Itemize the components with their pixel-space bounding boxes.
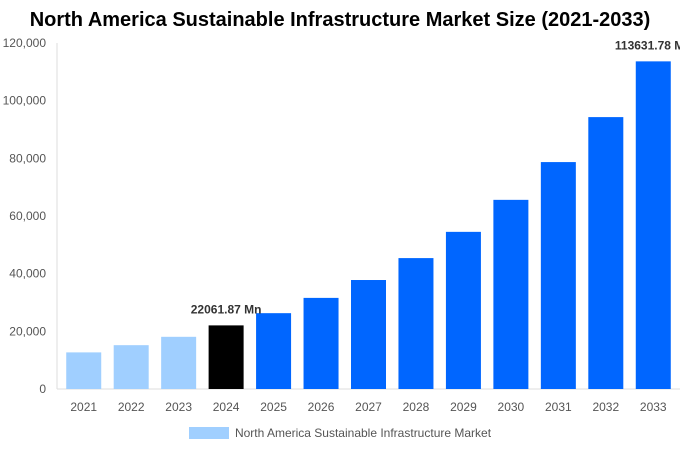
bar-2029 [445,231,481,389]
bar-2032 [588,117,624,389]
bar-2030 [493,199,529,389]
x-tick-label: 2030 [498,400,525,414]
bar-2021 [66,352,102,389]
legend-label: North America Sustainable Infrastructure… [234,426,492,440]
x-tick-label: 2031 [545,400,572,414]
x-tick-label: 2028 [403,400,430,414]
y-tick-label: 40,000 [9,267,46,281]
y-tick-label: 120,000 [3,36,47,50]
y-tick-label: 80,000 [9,151,46,165]
y-tick-label: 20,000 [9,324,46,338]
x-tick-label: 2024 [213,400,240,414]
y-tick-label: 100,000 [3,94,47,108]
bar-2027 [351,280,386,389]
y-tick-label: 0 [39,382,46,396]
bar-2033 [635,61,671,390]
bar-2022 [113,345,149,389]
bar-2025 [256,313,292,389]
legend-swatch [188,427,229,439]
bar-2023 [161,336,197,389]
y-tick-label: 60,000 [9,209,46,223]
data-label: 22061.87 Mn [191,302,262,316]
chart-title: North America Sustainable Infrastructure… [29,9,651,31]
x-tick-label: 2027 [355,400,382,414]
x-tick-label: 2025 [260,400,287,414]
x-tick-label: 2022 [118,400,145,414]
x-tick-label: 2021 [70,400,97,414]
data-label: 113631.78 Mn [615,38,680,52]
x-tick-label: 2026 [308,400,335,414]
bar-2024 [208,325,244,389]
x-tick-label: 2023 [165,400,192,414]
bar-2028 [398,258,434,389]
x-tick-label: 2029 [450,400,477,414]
bar-2031 [540,162,576,389]
bar-2026 [303,297,339,389]
legend[interactable]: North America Sustainable Infrastructure… [0,426,680,440]
x-tick-label: 2032 [592,400,619,414]
x-tick-label: 2033 [640,400,667,414]
